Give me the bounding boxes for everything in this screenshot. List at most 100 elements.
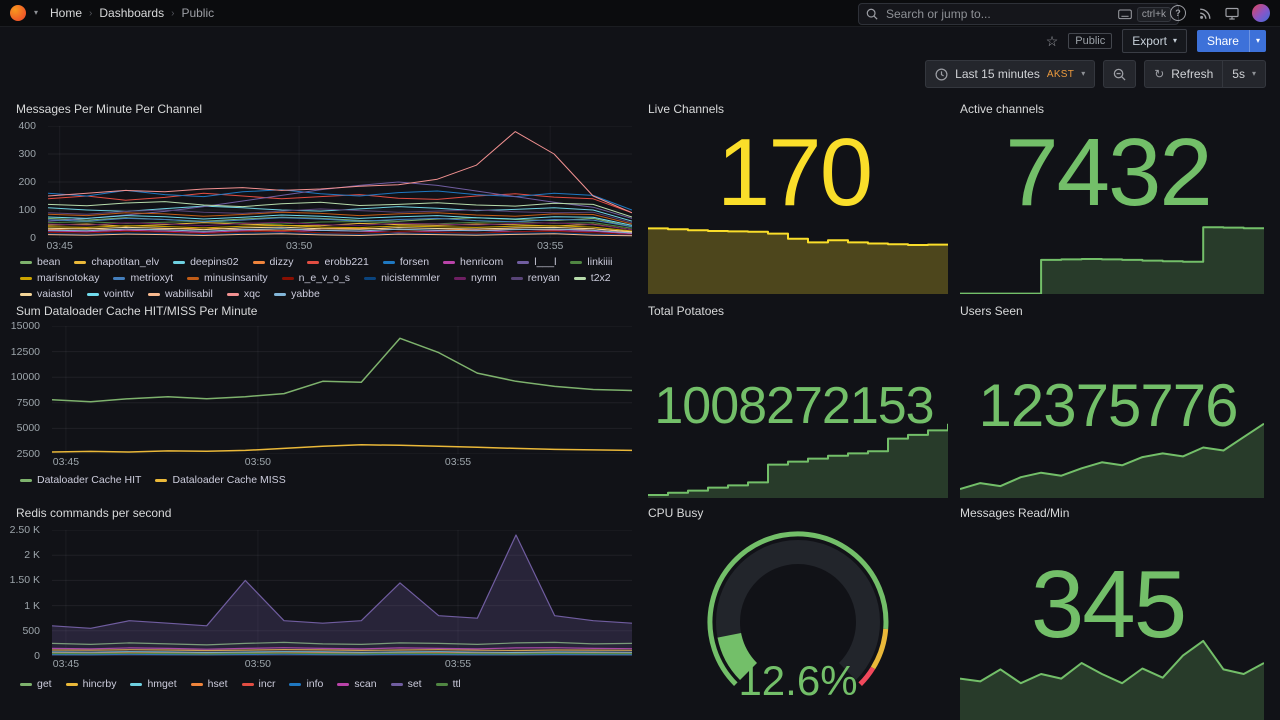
breadcrumb-home[interactable]: Home — [50, 6, 83, 20]
y-axis-label: 0 — [30, 232, 36, 244]
legend-item-yabbe[interactable]: yabbe — [274, 288, 320, 300]
panel-title[interactable]: Messages Per Minute Per Channel — [16, 102, 203, 116]
shortcut-badge: ctrl+k — [1136, 6, 1171, 22]
grafana-logo[interactable] — [10, 5, 26, 21]
y-axis-label: 1 K — [24, 599, 40, 612]
legend-item-forsen[interactable]: forsen — [382, 256, 429, 268]
legend-item-dataloader-cache-miss[interactable]: Dataloader Cache MISS — [155, 474, 286, 486]
y-axis-label: 5000 — [16, 422, 40, 435]
legend-item-wabilisabil[interactable]: wabilisabil — [147, 288, 213, 300]
legend-item-vointtv[interactable]: vointtv — [86, 288, 134, 300]
legend-item-minusinsanity[interactable]: minusinsanity — [187, 272, 268, 284]
legend-swatch — [443, 260, 456, 264]
legend-item-xqc[interactable]: xqc — [226, 288, 260, 300]
legend-item-l___l[interactable]: l___l — [517, 256, 556, 268]
share-label[interactable]: Share — [1196, 30, 1249, 52]
legend-item-set[interactable]: set — [390, 678, 422, 690]
legend-swatch — [20, 276, 32, 280]
stat-value: 1008272153 — [654, 376, 934, 435]
top-nav: ▾ Home › Dashboards › Public ctrl+k ? — [0, 0, 1280, 27]
panel-users-seen: Users Seen 12375776 — [952, 298, 1264, 498]
legend-item-get[interactable]: get — [20, 678, 52, 690]
legend-item-nymn[interactable]: nymn — [454, 272, 497, 284]
zoom-out-button[interactable] — [1103, 60, 1137, 88]
legend-item-vaiastol[interactable]: vaiastol — [20, 288, 73, 300]
breadcrumb: Home › Dashboards › Public — [50, 6, 214, 20]
time-range-picker[interactable]: Last 15 minutes AKST ▾ — [925, 60, 1096, 88]
legend-item-hincrby[interactable]: hincrby — [65, 678, 116, 690]
legend-swatch — [241, 682, 254, 686]
legend-swatch — [435, 682, 448, 686]
breadcrumb-public[interactable]: Public — [181, 6, 215, 20]
legend-item-metrioxyt[interactable]: metrioxyt — [113, 272, 173, 284]
panel-title[interactable]: Live Channels — [648, 102, 725, 116]
refresh-button[interactable]: ↻ Refresh — [1145, 61, 1222, 87]
legend-swatch — [173, 260, 186, 264]
legend-label: dizzy — [269, 256, 294, 268]
panel-title[interactable]: Active channels — [960, 102, 1045, 116]
gauge-chart: 12.6% — [648, 526, 948, 704]
y-axis-label: 100 — [18, 204, 36, 216]
legend-swatch — [226, 292, 239, 296]
legend-item-n_e_v_o_s[interactable]: n_e_v_o_s — [281, 272, 350, 284]
export-button[interactable]: Export ▾ — [1122, 29, 1187, 53]
y-axis: 2.50 K 2 K 1.50 K 1 K 500 0 — [8, 524, 48, 662]
monitor-icon[interactable] — [1225, 7, 1239, 20]
stat-value: 170 — [716, 119, 873, 226]
legend-item-ttl[interactable]: ttl — [435, 678, 461, 690]
org-chevron-down-icon[interactable]: ▾ — [34, 8, 39, 17]
legend-swatch — [20, 478, 32, 482]
legend-label: nicistemmler — [381, 272, 440, 284]
legend-item-deepins02[interactable]: deepins02 — [173, 256, 239, 268]
panel-dataloader-cache: Sum Dataloader Cache HIT/MISS Per Minute… — [8, 298, 640, 498]
panel-title[interactable]: Total Potatoes — [648, 304, 725, 318]
dashboard-tag[interactable]: Public — [1068, 33, 1113, 49]
legend-swatch — [74, 260, 87, 264]
legend-item-henricom[interactable]: henricom — [443, 256, 503, 268]
panel-title[interactable]: Redis commands per second — [16, 506, 172, 520]
legend-item-erobb221[interactable]: erobb221 — [307, 256, 369, 268]
legend-item-renyan[interactable]: renyan — [510, 272, 560, 284]
share-button[interactable]: Share ▾ — [1196, 30, 1266, 52]
favorite-star-icon[interactable]: ☆ — [1045, 33, 1059, 49]
legend-label: vaiastol — [37, 288, 73, 300]
time-range-label: Last 15 minutes — [955, 67, 1040, 81]
legend-item-hmget[interactable]: hmget — [130, 678, 177, 690]
legend-item-marisnotokay[interactable]: marisnotokay — [20, 272, 99, 284]
legend-item-nicistemmler[interactable]: nicistemmler — [364, 272, 440, 284]
legend-item-scan[interactable]: scan — [337, 678, 377, 690]
legend-item-t2x2[interactable]: t2x2 — [573, 272, 611, 284]
x-axis-label: 03:50 — [244, 456, 272, 468]
timezone-label: AKST — [1046, 68, 1075, 80]
legend-label: yabbe — [291, 288, 320, 300]
legend-item-hset[interactable]: hset — [190, 678, 228, 690]
legend-item-chapotitan_elv[interactable]: chapotitan_elv — [74, 256, 159, 268]
legend-swatch — [573, 276, 586, 280]
legend-item-incr[interactable]: incr — [241, 678, 275, 690]
refresh-interval-dropdown[interactable]: 5s ▾ — [1222, 61, 1265, 87]
stat-value: 7432 — [1005, 119, 1213, 226]
panel-total-potatoes: Total Potatoes 1008272153 — [640, 298, 948, 498]
panel-title[interactable]: Users Seen — [960, 304, 1023, 318]
y-axis-label: 12500 — [10, 345, 40, 358]
breadcrumb-dashboards[interactable]: Dashboards — [99, 6, 165, 20]
search-input[interactable] — [884, 6, 1112, 22]
help-icon[interactable]: ? — [1170, 5, 1186, 21]
legend-item-info[interactable]: info — [289, 678, 323, 690]
legend-item-linkiiii[interactable]: linkiiii — [570, 256, 613, 268]
search-box[interactable]: ctrl+k — [858, 3, 1179, 25]
panel-title[interactable]: Sum Dataloader Cache HIT/MISS Per Minute — [16, 304, 258, 318]
panel-title[interactable]: Messages Read/Min — [960, 506, 1070, 520]
legend-swatch — [86, 292, 99, 296]
legend-item-dizzy[interactable]: dizzy — [252, 256, 294, 268]
search-shortcut: ctrl+k — [1118, 6, 1171, 22]
x-axis-label: 03:55 — [537, 240, 564, 252]
rss-icon[interactable] — [1199, 7, 1212, 20]
legend-swatch — [147, 292, 160, 296]
legend-item-dataloader-cache-hit[interactable]: Dataloader Cache HIT — [20, 474, 141, 486]
x-axis-label: 03:50 — [244, 658, 272, 670]
legend-item-bean[interactable]: bean — [20, 256, 60, 268]
share-dropdown-button[interactable]: ▾ — [1248, 30, 1266, 52]
panel-title[interactable]: CPU Busy — [648, 506, 704, 520]
user-avatar[interactable] — [1252, 4, 1270, 22]
